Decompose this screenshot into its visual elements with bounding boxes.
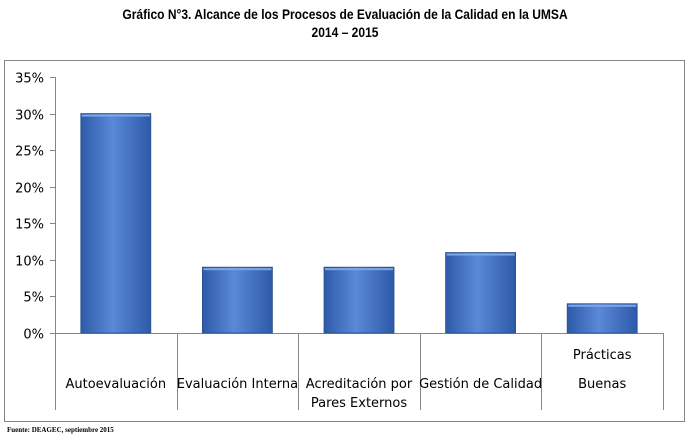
y-tick-label: 30% — [15, 109, 44, 124]
bar — [566, 303, 638, 334]
bar-highlight — [446, 253, 515, 256]
category-label: Autoevaluación — [65, 377, 166, 392]
bar — [445, 252, 517, 334]
source-note: Fuente: DEAGEC, septiembre 2015 — [7, 426, 114, 434]
category-label: Prácticas — [573, 348, 632, 363]
y-tick-label: 35% — [15, 72, 44, 87]
bar-highlight — [325, 268, 393, 271]
y-tick-label: 5% — [23, 291, 44, 306]
bar — [80, 113, 152, 334]
chart-subtitle: 2014 – 2015 — [311, 24, 379, 40]
chart-title: Gráfico N°3. Alcance de los Procesos de … — [122, 6, 568, 22]
y-tick-label: 25% — [15, 145, 44, 160]
bar-highlight — [81, 114, 150, 117]
bar-highlight — [568, 304, 637, 307]
category-label: Gestión de Calidad — [419, 377, 542, 392]
bar — [201, 266, 273, 334]
category-label: Evaluación Interna — [177, 377, 298, 392]
bar-highlight — [203, 268, 272, 271]
y-tick-label: 10% — [15, 255, 44, 270]
bar — [323, 266, 395, 334]
category-label: Acreditación por — [306, 377, 413, 392]
category-label: Buenas — [578, 377, 626, 392]
y-tick-label: 0% — [23, 328, 44, 343]
y-tick-label: 15% — [15, 218, 44, 233]
y-tick-label: 20% — [15, 182, 44, 197]
category-label: Pares Externos — [311, 396, 407, 411]
